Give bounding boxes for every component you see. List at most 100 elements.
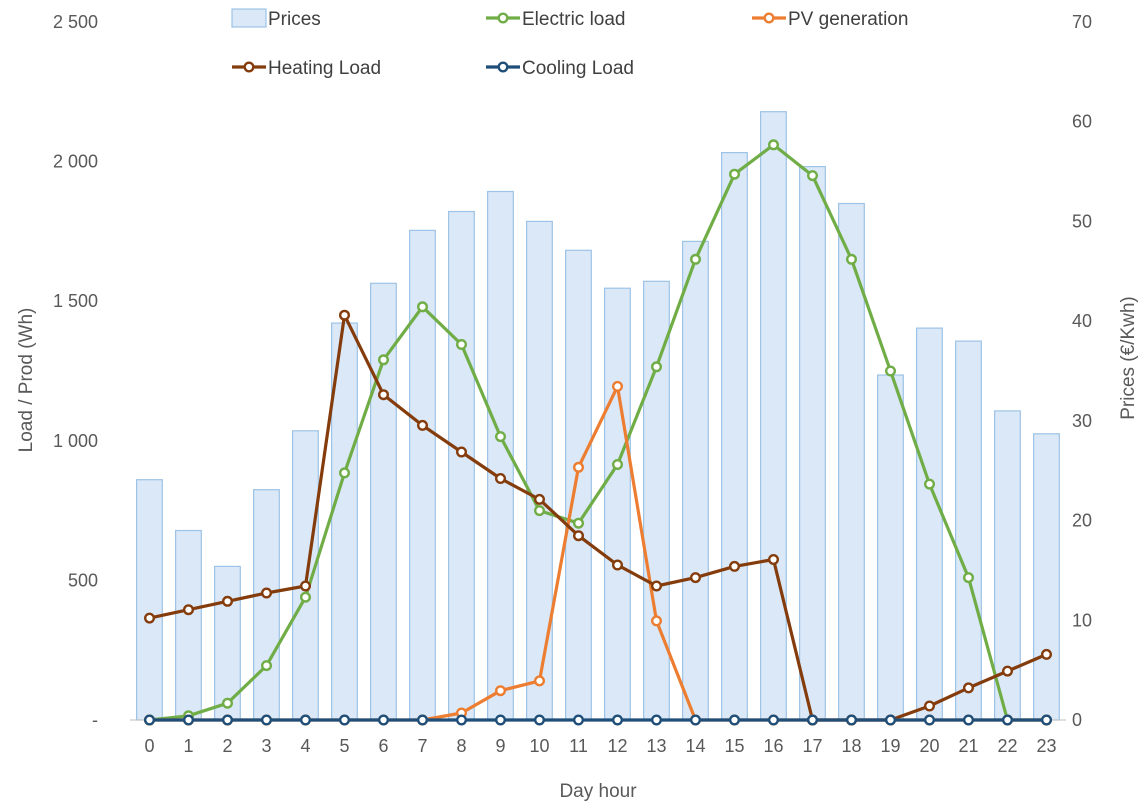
price-bar xyxy=(681,240,709,721)
heating-load-point xyxy=(143,612,155,624)
x-tick-label: 3 xyxy=(261,736,271,756)
price-bar xyxy=(448,210,475,721)
x-tick-label: 7 xyxy=(417,736,427,756)
heating-load-point xyxy=(300,580,312,592)
y2-tick-label: 50 xyxy=(1072,211,1092,231)
cooling-load-point xyxy=(612,714,624,726)
electric-load-legend-marker xyxy=(497,12,509,24)
pv-generation-point xyxy=(495,685,507,697)
heating-load-point xyxy=(261,587,273,599)
price-bar xyxy=(175,529,202,721)
heating-load-point xyxy=(495,473,507,485)
heating-load-point xyxy=(729,560,741,572)
electric-load-point xyxy=(807,170,819,182)
cooling-load-point xyxy=(182,714,194,726)
price-bar xyxy=(642,280,670,721)
heating-load-line xyxy=(149,313,1048,722)
electric-load-point xyxy=(690,253,702,265)
x-tick-label: 20 xyxy=(919,736,939,756)
price-bar xyxy=(759,111,787,721)
electric-load-point xyxy=(261,660,273,672)
cooling-load-point xyxy=(261,714,273,726)
cooling-load-point xyxy=(1040,714,1052,726)
x-tick-label: 14 xyxy=(685,736,705,756)
y-tick-label: 500 xyxy=(68,570,98,590)
pv-generation-legend-marker xyxy=(763,12,775,24)
series-lines xyxy=(143,139,1052,726)
legend: Prices Electric load PV generation Heating … xyxy=(231,8,908,79)
price-bar xyxy=(331,322,358,721)
price-bar xyxy=(837,202,865,721)
electric-load-point xyxy=(885,365,897,377)
heating-load-point xyxy=(612,559,624,571)
x-axis-title: Day hour xyxy=(559,781,637,802)
y2-tick-label: 10 xyxy=(1072,610,1092,630)
cooling-load-legend-marker xyxy=(497,61,509,73)
cooling-load-point xyxy=(768,714,780,726)
y-tick-label: - xyxy=(92,710,98,730)
heating-load-point xyxy=(573,530,585,542)
x-tick-label: 18 xyxy=(841,736,861,756)
y2-tick-label: 70 xyxy=(1072,12,1092,32)
x-tick-label: 16 xyxy=(763,736,783,756)
pv-generation-point xyxy=(534,675,546,687)
heating-load-point xyxy=(378,389,390,401)
electric-load-point xyxy=(456,339,468,351)
heating-load-point xyxy=(651,580,663,592)
cooling-load-point xyxy=(963,714,975,726)
x-tick-label: 17 xyxy=(802,736,822,756)
electric-load-line xyxy=(149,143,1047,722)
x-tick-label: 15 xyxy=(724,736,744,756)
price-bar xyxy=(798,166,826,721)
heating-load-point xyxy=(182,604,194,616)
y-axis-title: Load / Prod (Wh) xyxy=(16,308,37,453)
price-bar xyxy=(525,220,553,721)
pv-generation-point xyxy=(612,380,624,392)
price-bar xyxy=(136,479,163,721)
heating-load-point xyxy=(924,700,936,712)
electric-load-point xyxy=(846,253,858,265)
y-tick-label: 1 000 xyxy=(53,431,98,451)
cooling-load-point xyxy=(846,714,858,726)
price-bars xyxy=(136,111,1060,721)
price-bar xyxy=(564,249,592,721)
y-tick-label: 2 000 xyxy=(53,152,98,172)
pv-generation-point xyxy=(573,461,585,473)
price-bar xyxy=(214,565,241,721)
x-tick-label: 5 xyxy=(339,736,349,756)
cooling-load-point xyxy=(690,714,702,726)
x-tick-label: 1 xyxy=(183,736,193,756)
heating-load-point xyxy=(534,493,546,505)
x-tick-label: 21 xyxy=(958,736,978,756)
price-bar xyxy=(409,229,436,721)
x-tick-label: 6 xyxy=(378,736,388,756)
electric-load-point xyxy=(573,517,585,529)
cooling-load-point xyxy=(924,714,936,726)
x-tick-label: 4 xyxy=(300,736,310,756)
cooling-load-point xyxy=(300,714,312,726)
cooling-load-point xyxy=(417,714,429,726)
electric-load-point xyxy=(339,467,351,479)
y2-tick-label: 30 xyxy=(1072,411,1092,431)
x-tick-label: 9 xyxy=(495,736,505,756)
heating-load-point xyxy=(339,309,351,321)
price-bar xyxy=(876,374,904,721)
y-tick-label: 2 500 xyxy=(53,12,98,32)
y2-tick-label: 40 xyxy=(1072,311,1092,331)
cooling-load-legend-label: Cooling Load xyxy=(522,58,634,79)
price-bar xyxy=(603,287,631,721)
cooling-load-point xyxy=(143,714,155,726)
electric-load-point xyxy=(612,459,624,471)
x-tick-label: 10 xyxy=(529,736,549,756)
pv-generation-legend-label: PV generation xyxy=(788,9,908,30)
x-tick-label: 19 xyxy=(880,736,900,756)
cooling-load-point xyxy=(339,714,351,726)
electric-load-legend-label: Electric load xyxy=(522,9,626,30)
x-tick-label: 0 xyxy=(144,736,154,756)
cooling-load-point xyxy=(456,714,468,726)
cooling-load-point xyxy=(651,714,663,726)
electric-load-point xyxy=(924,478,936,490)
heating-load-point xyxy=(963,682,975,694)
electric-load-point xyxy=(495,431,507,443)
